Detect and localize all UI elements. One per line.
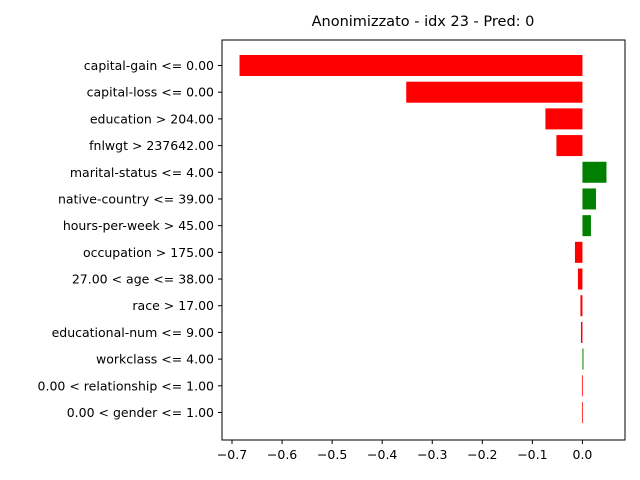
x-tick-label: −0.7	[217, 447, 247, 462]
bar	[582, 188, 596, 210]
category-label: education > 204.00	[90, 111, 214, 126]
bar	[581, 402, 583, 423]
bar	[239, 55, 583, 76]
category-label: marital-status <= 4.00	[70, 165, 214, 180]
bar	[556, 135, 583, 157]
chart-title: Anonimizzato - idx 23 - Pred: 0	[312, 14, 535, 30]
bars-group	[239, 55, 607, 423]
x-tick-label: −0.1	[517, 447, 547, 462]
bar	[582, 215, 591, 237]
category-label: 0.00 < gender <= 1.00	[67, 405, 214, 420]
bar	[574, 241, 583, 263]
category-label: hours-per-week > 45.00	[63, 218, 214, 233]
category-label: capital-loss <= 0.00	[87, 85, 214, 100]
x-tick-label: −0.3	[417, 447, 447, 462]
bar	[406, 81, 583, 103]
category-label: race > 17.00	[132, 298, 214, 313]
category-label: capital-gain <= 0.00	[84, 58, 214, 73]
bar	[577, 268, 583, 290]
plot-frame	[221, 39, 626, 441]
category-label: 0.00 < relationship <= 1.00	[38, 378, 214, 393]
x-tick-label: −0.2	[467, 447, 497, 462]
category-label: native-country <= 39.00	[58, 191, 214, 206]
category-label: workclass <= 4.00	[96, 352, 214, 367]
category-label: educational-num <= 9.00	[52, 325, 214, 340]
category-labels-group: capital-gain <= 0.00 capital-loss <= 0.00…	[38, 58, 222, 420]
category-label: 27.00 < age <= 38.00	[72, 272, 214, 287]
bar	[582, 161, 607, 183]
bar	[545, 108, 583, 130]
bar	[582, 348, 584, 370]
x-tick-label: −0.5	[317, 447, 347, 462]
x-ticks-group: −0.7 −0.6 −0.5 −0.4 −0.3 −0.2 −0.1 0.0	[217, 440, 593, 462]
category-label: fnlwgt > 237642.00	[89, 138, 214, 153]
bar	[580, 295, 583, 317]
bar	[581, 375, 583, 397]
category-label: occupation > 175.00	[83, 245, 214, 260]
x-tick-label: 0.0	[573, 447, 593, 462]
bar	[580, 321, 583, 343]
x-tick-label: −0.4	[367, 447, 397, 462]
x-tick-label: −0.6	[267, 447, 297, 462]
